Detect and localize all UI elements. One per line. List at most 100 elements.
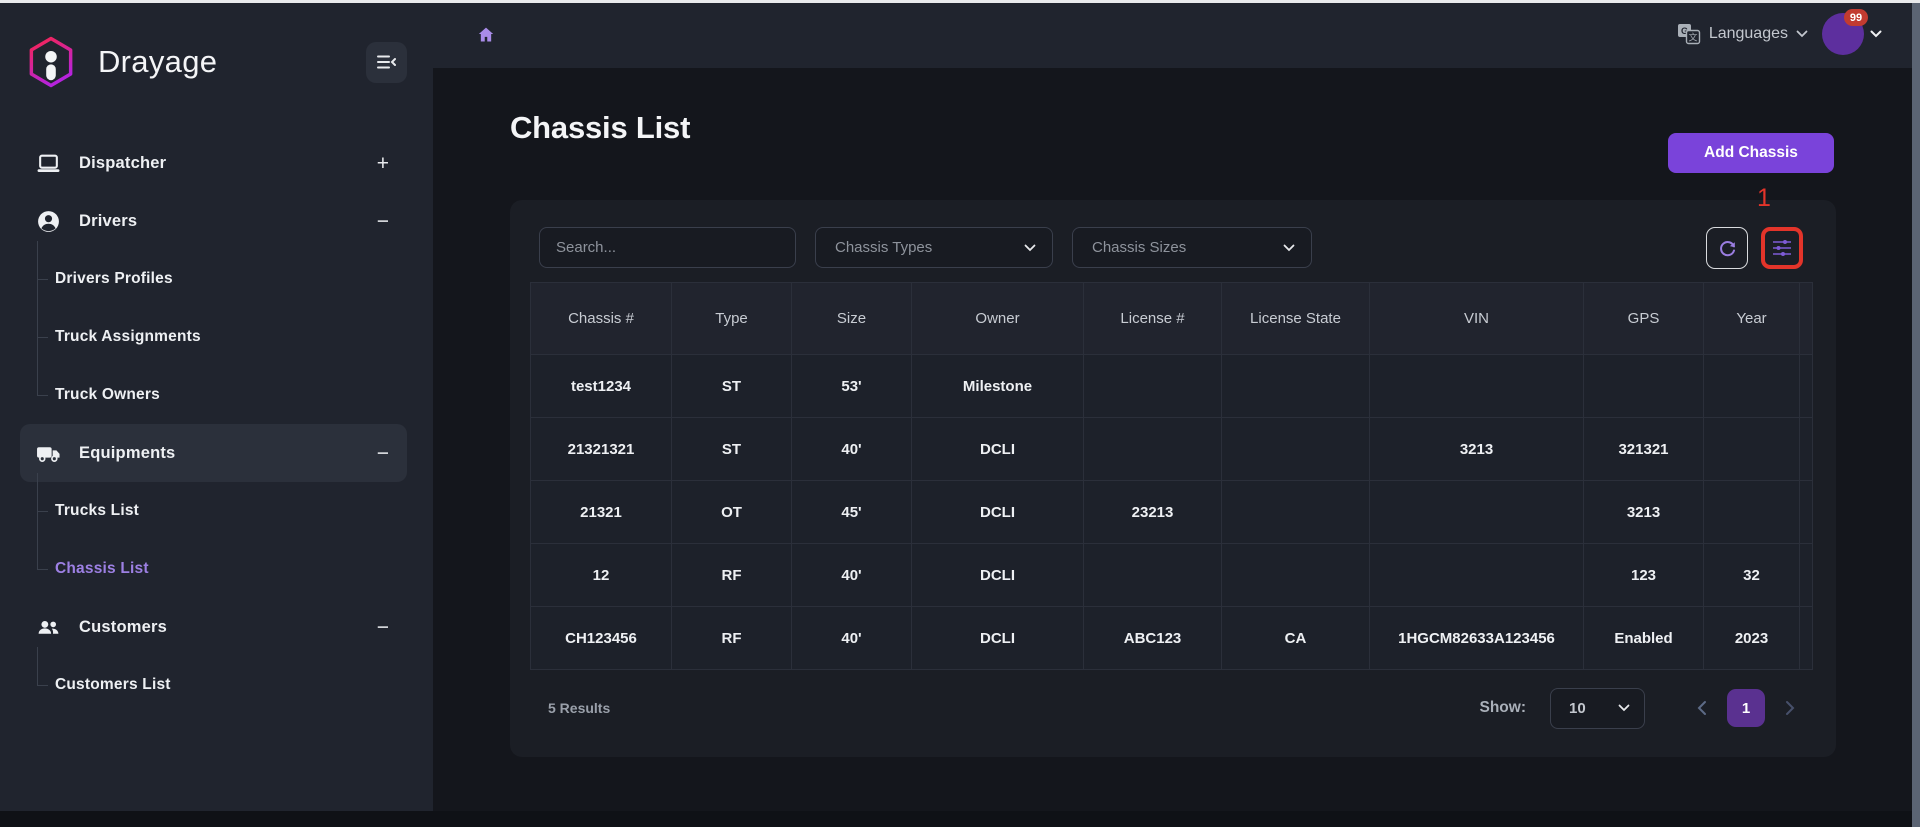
svg-text:G: G: [1681, 26, 1688, 36]
chevron-right-icon: [1786, 701, 1795, 715]
sidebar: Drayage Dispatcher +: [0, 0, 433, 811]
show-label: Show:: [1479, 699, 1527, 716]
expand-icon[interactable]: +: [376, 151, 389, 175]
chassis-sizes-select[interactable]: Chassis Sizes: [1072, 227, 1312, 268]
sidebar-item-chassis-list[interactable]: Chassis List: [0, 540, 433, 598]
current-page-button[interactable]: 1: [1727, 689, 1765, 727]
table-cell: CA: [1222, 607, 1370, 670]
sidebar-item-label: Dispatcher: [79, 153, 167, 172]
chevron-left-icon: [1697, 701, 1706, 715]
table-cell: RF: [672, 544, 792, 607]
sidebar-item-customers-list[interactable]: Customers List: [0, 656, 433, 714]
sidebar-item-trucks-list[interactable]: Trucks List: [0, 482, 433, 540]
next-page-button[interactable]: [1779, 697, 1801, 719]
customers-submenu: Customers List: [0, 647, 433, 714]
table-row[interactable]: 21321321 ST 40' DCLI 3213 321321: [531, 418, 1812, 481]
table-cell: DCLI: [912, 481, 1084, 544]
table-cell: 1HGCM82633A123456: [1370, 607, 1584, 670]
table-row[interactable]: CH123456 RF 40' DCLI ABC123 CA 1HGCM82633A1234…: [531, 607, 1812, 670]
page-scrollbar[interactable]: [1912, 0, 1920, 827]
table-cell: [1084, 355, 1222, 418]
truck-icon: [37, 446, 60, 462]
table-cell: 40': [792, 607, 912, 670]
column-header: GPS: [1584, 283, 1704, 355]
sidebar-item-drivers-profiles[interactable]: Drivers Profiles: [0, 250, 433, 308]
table-cell: CH123456: [531, 607, 672, 670]
column-header: Size: [792, 283, 912, 355]
languages-menu[interactable]: G 文 Languages: [1677, 23, 1808, 45]
table-cell: OT: [672, 481, 792, 544]
sidebar-item-equipments[interactable]: Equipments −: [20, 424, 407, 482]
table-cell: 2023: [1704, 607, 1800, 670]
column-header: VIN: [1370, 283, 1584, 355]
table-cell-empty: [1800, 607, 1812, 670]
search-input[interactable]: [539, 227, 796, 268]
chevron-down-icon: [1796, 30, 1808, 38]
drayage-logo-icon: [29, 36, 73, 88]
table-cell: [1370, 355, 1584, 418]
chevron-down-icon: [1024, 244, 1036, 251]
table-body: test1234 ST 53' Milestone 21321321 ST 40' DCLI 3…: [531, 355, 1812, 670]
table-cell-empty: [1800, 481, 1812, 544]
table-cell: test1234: [531, 355, 672, 418]
sidebar-item-dispatcher[interactable]: Dispatcher +: [0, 134, 433, 192]
chevron-down-icon: [1870, 30, 1882, 38]
column-header-empty: [1800, 283, 1812, 355]
column-header: License State: [1222, 283, 1370, 355]
table-cell-empty: [1800, 418, 1812, 481]
table-cell: RF: [672, 607, 792, 670]
table-cell: [1704, 481, 1800, 544]
filter-button[interactable]: [1761, 227, 1803, 269]
table-cell: [1704, 418, 1800, 481]
table-cell: DCLI: [912, 607, 1084, 670]
column-header: Chassis #: [531, 283, 672, 355]
table-row[interactable]: 21321 OT 45' DCLI 23213 3213: [531, 481, 1812, 544]
table-cell: 23213: [1084, 481, 1222, 544]
sidebar-collapse-button[interactable]: [366, 41, 407, 83]
chassis-types-select[interactable]: Chassis Types: [815, 227, 1053, 268]
previous-page-button[interactable]: [1691, 697, 1713, 719]
equipments-submenu: Trucks List Chassis List: [0, 473, 433, 598]
chassis-table: Chassis # Type Size Owner License # License S…: [530, 282, 1813, 670]
languages-label: Languages: [1708, 25, 1788, 42]
sidebar-item-truck-owners[interactable]: Truck Owners: [0, 366, 433, 424]
column-header: Owner: [912, 283, 1084, 355]
table-cell: 123: [1584, 544, 1704, 607]
sidebar-item-customers[interactable]: Customers −: [0, 598, 433, 656]
table-cell: [1704, 355, 1800, 418]
table-cell: 40': [792, 544, 912, 607]
refresh-button[interactable]: [1706, 227, 1748, 269]
sidebar-item-label: Drivers: [79, 211, 138, 230]
collapse-icon[interactable]: −: [376, 615, 389, 639]
chevron-down-icon: [1283, 244, 1295, 251]
table-row[interactable]: 12 RF 40' DCLI 123 32: [531, 544, 1812, 607]
sidebar-item-label: Equipments: [79, 443, 176, 462]
sidebar-item-drivers[interactable]: Drivers −: [0, 192, 433, 250]
table-cell: [1084, 544, 1222, 607]
table-cell: Milestone: [912, 355, 1084, 418]
page-size-select[interactable]: 10: [1550, 687, 1645, 729]
laptop-icon: [37, 154, 60, 172]
notification-badge: 99: [1844, 9, 1868, 26]
user-menu[interactable]: 99: [1822, 9, 1882, 55]
svg-text:文: 文: [1688, 32, 1697, 43]
table-row[interactable]: test1234 ST 53' Milestone: [531, 355, 1812, 418]
table-cell: 40': [792, 418, 912, 481]
main-content: Chassis List Add Chassis Chassis Types C…: [433, 68, 1912, 827]
annotation-label-1: 1: [1757, 184, 1771, 212]
sidebar-nav: Dispatcher + Drivers − Drivers Profiles …: [0, 134, 433, 714]
table-cell: ST: [672, 355, 792, 418]
table-cell-empty: [1800, 544, 1812, 607]
table-cell: [1222, 544, 1370, 607]
sidebar-item-truck-assignments[interactable]: Truck Assignments: [0, 308, 433, 366]
collapse-icon[interactable]: −: [376, 441, 389, 465]
table-cell: DCLI: [912, 418, 1084, 481]
sidebar-item-label: Customers: [79, 617, 167, 636]
add-chassis-button[interactable]: Add Chassis: [1668, 133, 1834, 173]
home-icon[interactable]: [476, 25, 496, 45]
column-header: Type: [672, 283, 792, 355]
table-cell: 21321: [531, 481, 672, 544]
collapse-icon[interactable]: −: [376, 209, 389, 233]
table-cell-empty: [1800, 355, 1812, 418]
